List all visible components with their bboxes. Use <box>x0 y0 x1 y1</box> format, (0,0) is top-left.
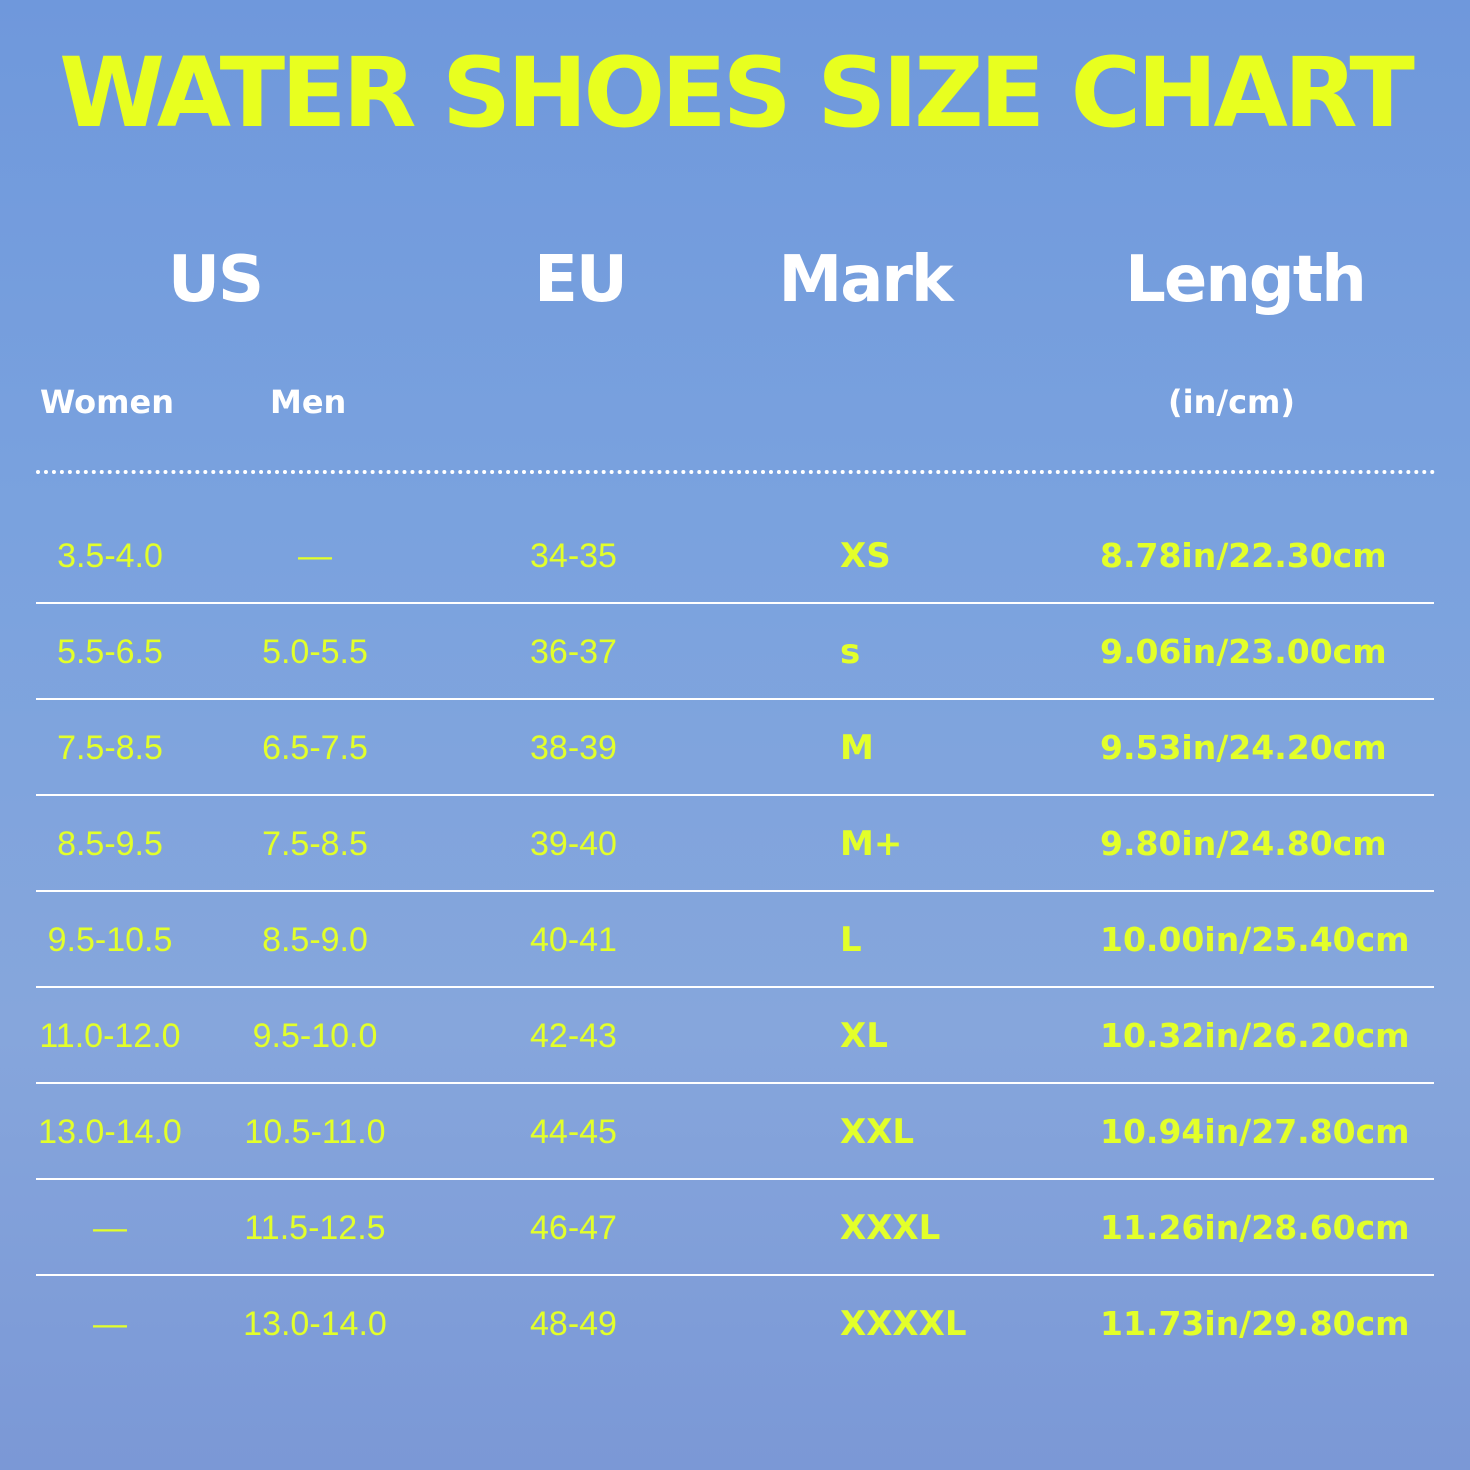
cell-us-men: 7.5-8.5 <box>262 825 368 863</box>
cell-us-men: 10.5-11.0 <box>244 1113 386 1151</box>
cell-us-women: 11.0-12.0 <box>39 1017 181 1055</box>
table-row: — 13.0-14.0 48-49 XXXXL 11.73in/29.80cm <box>0 1276 1470 1372</box>
header-mark: Mark <box>778 243 954 317</box>
row-divider <box>36 794 1434 796</box>
cell-eu: 48-49 <box>530 1305 617 1343</box>
header-eu: EU <box>534 243 628 317</box>
cell-us-women: 3.5-4.0 <box>57 537 163 575</box>
cell-us-women: 5.5-6.5 <box>57 633 163 671</box>
cell-us-women: 13.0-14.0 <box>38 1113 182 1151</box>
cell-length: 10.94in/27.80cm <box>1100 1112 1410 1151</box>
row-divider <box>36 890 1434 892</box>
cell-mark: M+ <box>840 824 903 864</box>
cell-us-men: 13.0-14.0 <box>243 1305 387 1343</box>
cell-length: 9.80in/24.80cm <box>1100 824 1387 863</box>
row-divider <box>36 986 1434 988</box>
row-divider <box>36 1178 1434 1180</box>
cell-mark: XXXL <box>840 1208 941 1248</box>
cell-mark: XS <box>840 536 891 576</box>
cell-length: 11.26in/28.60cm <box>1100 1208 1410 1247</box>
header-length: Length <box>1125 243 1367 317</box>
table-row: — 11.5-12.5 46-47 XXXL 11.26in/28.60cm <box>0 1180 1470 1276</box>
cell-eu: 40-41 <box>530 921 617 959</box>
cell-length: 9.06in/23.00cm <box>1100 632 1387 671</box>
table-row: 3.5-4.0 — 34-35 XS 8.78in/22.30cm <box>0 508 1470 604</box>
cell-us-men: 5.0-5.5 <box>262 633 368 671</box>
table-row: 5.5-6.5 5.0-5.5 36-37 s 9.06in/23.00cm <box>0 604 1470 700</box>
cell-mark: XXXXL <box>840 1304 967 1344</box>
cell-length: 8.78in/22.30cm <box>1100 536 1387 575</box>
cell-mark: M <box>840 728 874 768</box>
cell-length: 10.32in/26.20cm <box>1100 1016 1410 1055</box>
cell-length: 11.73in/29.80cm <box>1100 1304 1410 1343</box>
cell-length: 10.00in/25.40cm <box>1100 920 1410 959</box>
chart-title: WATER SHOES SIZE CHART <box>59 37 1415 149</box>
row-divider <box>36 602 1434 604</box>
cell-us-women: 9.5-10.5 <box>47 921 173 959</box>
size-table: 3.5-4.0 — 34-35 XS 8.78in/22.30cm 5.5-6.5 5.0-… <box>0 508 1470 1372</box>
cell-eu: 44-45 <box>530 1113 617 1151</box>
table-row: 9.5-10.5 8.5-9.0 40-41 L 10.00in/25.40cm <box>0 892 1470 988</box>
row-divider <box>36 698 1434 700</box>
cell-mark: L <box>840 920 862 960</box>
table-row: 11.0-12.0 9.5-10.0 42-43 XL 10.32in/26.20cm <box>0 988 1470 1084</box>
cell-mark: XL <box>840 1016 888 1056</box>
cell-us-women: — <box>93 1305 127 1343</box>
cell-us-men: 11.5-12.5 <box>244 1209 386 1247</box>
table-row: 7.5-8.5 6.5-7.5 38-39 M 9.53in/24.20cm <box>0 700 1470 796</box>
header-divider <box>36 470 1436 474</box>
cell-us-men: — <box>298 537 332 575</box>
subheader-women: Women <box>40 383 174 421</box>
cell-us-men: 9.5-10.0 <box>252 1017 378 1055</box>
cell-eu: 34-35 <box>530 537 617 575</box>
cell-us-women: — <box>93 1209 127 1247</box>
cell-eu: 38-39 <box>530 729 617 767</box>
cell-eu: 36-37 <box>530 633 617 671</box>
cell-eu: 46-47 <box>530 1209 617 1247</box>
cell-us-men: 6.5-7.5 <box>262 729 368 767</box>
cell-mark: XXL <box>840 1112 915 1152</box>
subheader-length-unit: (in/cm) <box>1168 383 1295 421</box>
cell-eu: 39-40 <box>530 825 617 863</box>
cell-mark: s <box>840 632 861 672</box>
cell-us-men: 8.5-9.0 <box>262 921 368 959</box>
table-row: 13.0-14.0 10.5-11.0 44-45 XXL 10.94in/27.80c… <box>0 1084 1470 1180</box>
subheader-men: Men <box>270 383 347 421</box>
row-divider <box>36 1274 1434 1276</box>
cell-length: 9.53in/24.20cm <box>1100 728 1387 767</box>
row-divider <box>36 1082 1434 1084</box>
cell-eu: 42-43 <box>530 1017 617 1055</box>
table-row: 8.5-9.5 7.5-8.5 39-40 M+ 9.80in/24.80cm <box>0 796 1470 892</box>
cell-us-women: 7.5-8.5 <box>57 729 163 767</box>
cell-us-women: 8.5-9.5 <box>57 825 163 863</box>
header-us: US <box>167 243 264 317</box>
